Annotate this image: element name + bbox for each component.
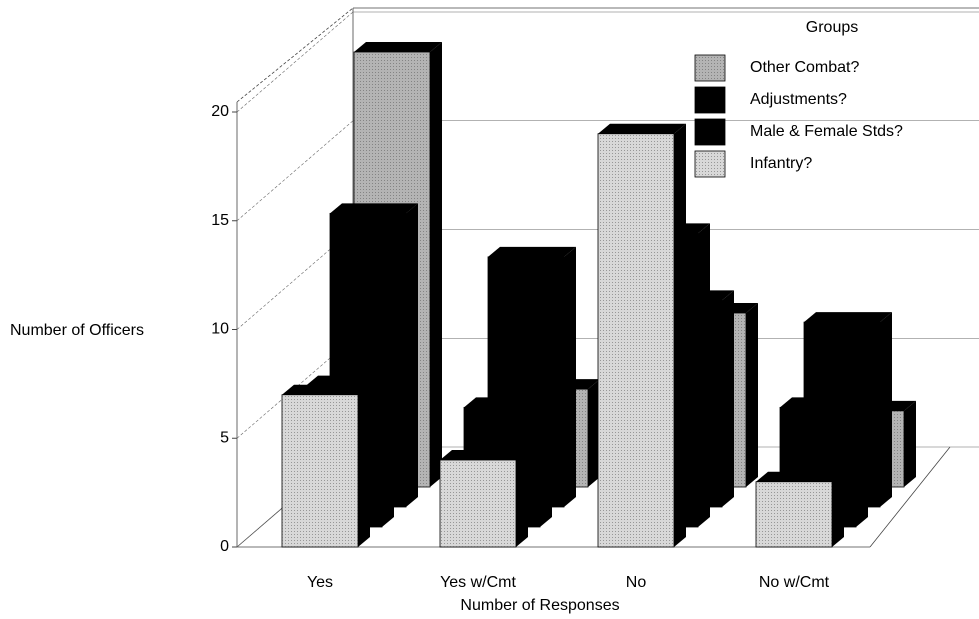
bar-side (516, 450, 528, 547)
bar-side (564, 246, 576, 507)
bar-top (804, 312, 892, 323)
bar-texture (756, 481, 832, 547)
x-tick-label: No w/Cmt (759, 574, 830, 591)
legend-label: Other Combat? (750, 59, 859, 76)
x-tick-label: Yes w/Cmt (440, 574, 516, 591)
bar-top (440, 450, 528, 460)
bar-side (674, 123, 686, 547)
bar-texture (282, 394, 358, 547)
floor-right (869, 446, 951, 548)
legend-label: Male & Female Stds? (750, 123, 903, 140)
bar-top (464, 397, 552, 408)
bar-top (282, 384, 370, 395)
bar (281, 384, 370, 548)
y-tick-label: 0 (220, 538, 229, 555)
grid-line (236, 120, 354, 221)
bar-side (406, 203, 418, 507)
bar-texture (440, 460, 516, 547)
y-tick-label: 10 (211, 321, 229, 338)
bar-top (598, 123, 686, 134)
bar (439, 450, 528, 548)
bar-side (904, 400, 916, 487)
legend-swatch-texture (695, 151, 725, 177)
y-tick-label: 20 (211, 103, 229, 120)
legend-swatch (694, 86, 726, 114)
bar (597, 123, 686, 548)
legend-swatch-texture (695, 55, 725, 81)
x-tick-label: Yes (307, 574, 333, 591)
grid-line (236, 11, 354, 113)
legend-label: Adjustments? (750, 91, 847, 108)
bar-top (780, 397, 868, 408)
bar-top (756, 471, 844, 482)
bar-side (722, 290, 734, 507)
side-wall-top (236, 7, 354, 103)
bar-side (698, 223, 710, 527)
bar-side (382, 375, 394, 527)
bar-side (588, 379, 600, 487)
bar-side (832, 471, 844, 547)
bar-side (856, 397, 868, 527)
y-axis-title: Number of Officers (10, 322, 144, 339)
bar (755, 471, 844, 548)
y-tick-label: 5 (220, 429, 229, 446)
bar-top (330, 203, 418, 214)
bar-top (354, 42, 442, 52)
bar-side (540, 397, 552, 527)
bar-top (306, 375, 394, 386)
legend-swatch (694, 118, 726, 146)
bar-side (746, 303, 758, 487)
bar-side (430, 42, 442, 487)
y-tick-label: 15 (211, 212, 229, 229)
x-axis-title: Number of Responses (460, 597, 619, 614)
bar-side (358, 384, 370, 547)
x-tick-label: No (626, 574, 647, 591)
bar-top (488, 246, 576, 257)
bar-texture (598, 133, 674, 547)
legend-title: Groups (806, 19, 858, 36)
legend-label: Infantry? (750, 155, 812, 172)
bar-side (880, 312, 892, 507)
